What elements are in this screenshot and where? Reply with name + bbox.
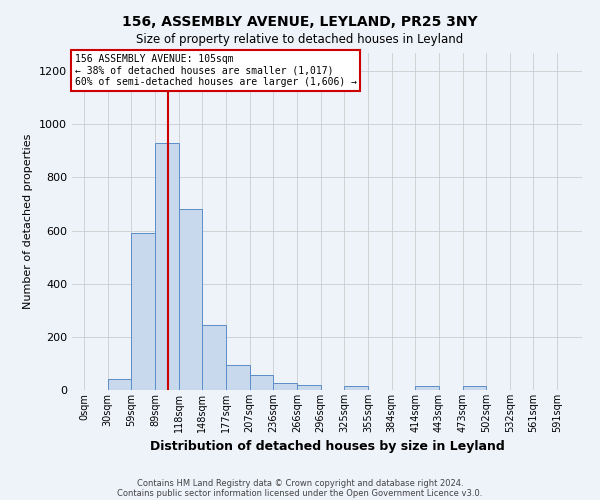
Bar <box>179 210 202 390</box>
Text: Contains HM Land Registry data © Crown copyright and database right 2024.: Contains HM Land Registry data © Crown c… <box>137 478 463 488</box>
X-axis label: Distribution of detached houses by size in Leyland: Distribution of detached houses by size … <box>149 440 505 454</box>
Bar <box>273 382 297 390</box>
Y-axis label: Number of detached properties: Number of detached properties <box>23 134 34 309</box>
Bar <box>297 385 320 390</box>
Bar <box>250 376 273 390</box>
Bar <box>107 380 131 390</box>
Text: 156 ASSEMBLY AVENUE: 105sqm
← 38% of detached houses are smaller (1,017)
60% of : 156 ASSEMBLY AVENUE: 105sqm ← 38% of det… <box>74 54 356 88</box>
Bar <box>226 365 250 390</box>
Bar <box>202 325 226 390</box>
Bar <box>155 143 179 390</box>
Text: 156, ASSEMBLY AVENUE, LEYLAND, PR25 3NY: 156, ASSEMBLY AVENUE, LEYLAND, PR25 3NY <box>122 15 478 29</box>
Bar <box>131 233 155 390</box>
Text: Contains public sector information licensed under the Open Government Licence v3: Contains public sector information licen… <box>118 488 482 498</box>
Bar <box>344 386 368 390</box>
Text: Size of property relative to detached houses in Leyland: Size of property relative to detached ho… <box>136 32 464 46</box>
Bar <box>463 386 486 390</box>
Bar <box>415 386 439 390</box>
